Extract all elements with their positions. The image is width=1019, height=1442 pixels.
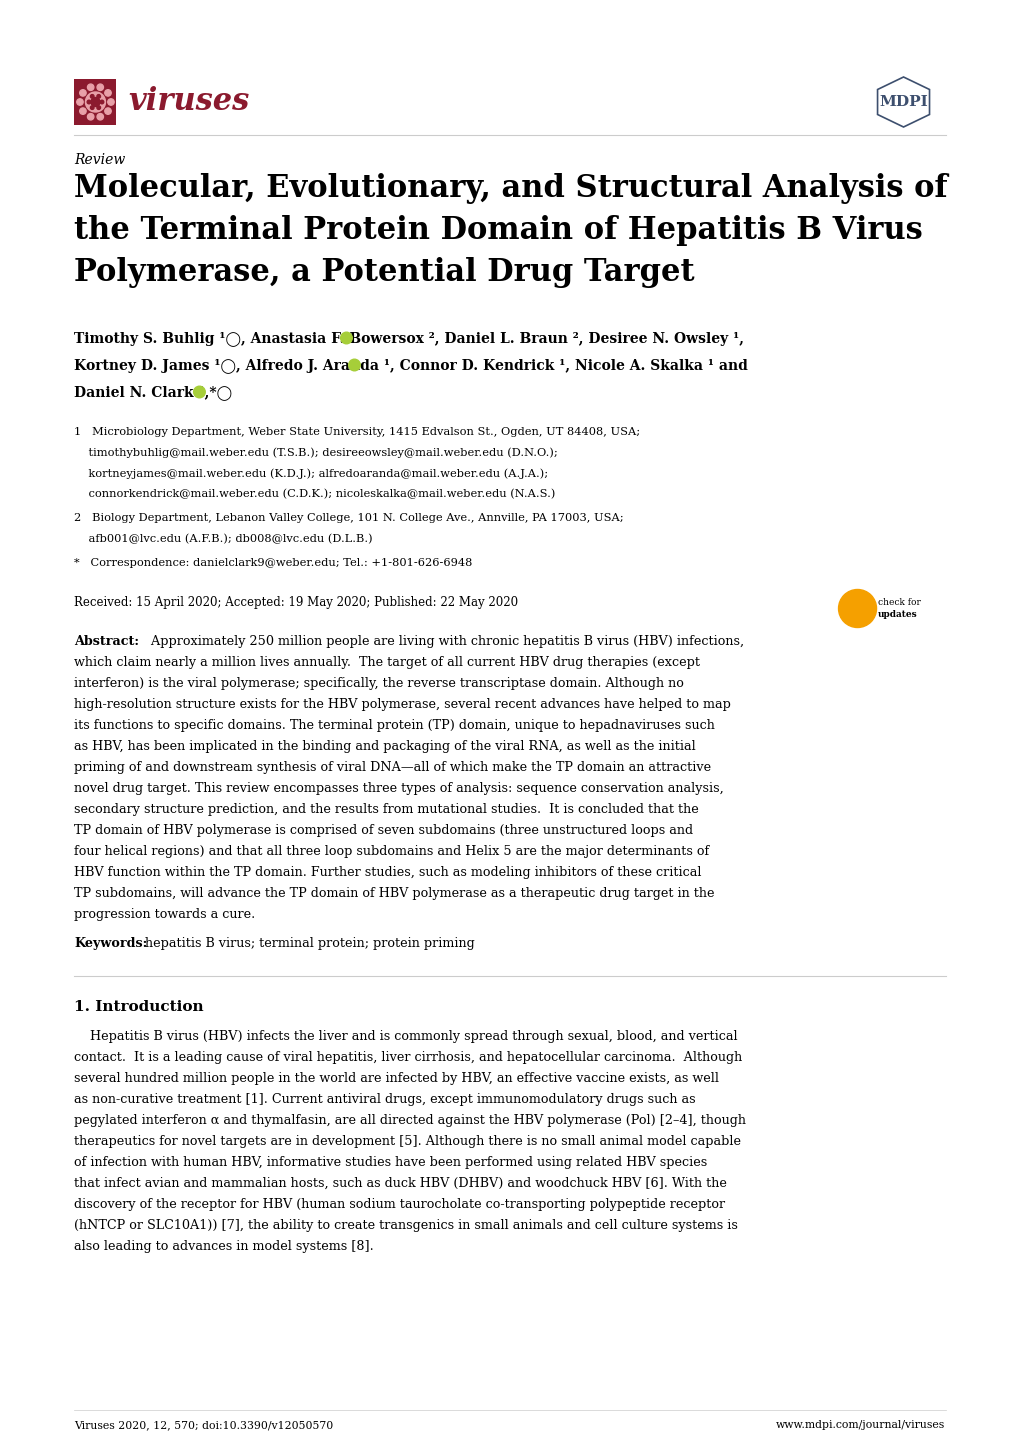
Text: interferon) is the viral polymerase; specifically, the reverse transcriptase dom: interferon) is the viral polymerase; spe… <box>74 676 684 691</box>
Text: afb001@lvc.edu (A.F.B.); db008@lvc.edu (D.L.B.): afb001@lvc.edu (A.F.B.); db008@lvc.edu (… <box>74 534 373 544</box>
Text: its functions to specific domains. The terminal protein (TP) domain, unique to h: its functions to specific domains. The t… <box>74 720 714 733</box>
Circle shape <box>87 99 91 104</box>
Circle shape <box>105 108 111 114</box>
Text: of infection with human HBV, informative studies have been performed using relat: of infection with human HBV, informative… <box>74 1156 707 1169</box>
Text: check for: check for <box>876 598 919 607</box>
Circle shape <box>105 89 111 97</box>
Text: Hepatitis B virus (HBV) infects the liver and is commonly spread through sexual,: Hepatitis B virus (HBV) infects the live… <box>74 1030 738 1043</box>
Text: *   Correspondence: danielclark9@weber.edu; Tel.: +1-801-626-6948: * Correspondence: danielclark9@weber.edu… <box>74 558 473 568</box>
Text: viruses: viruses <box>128 87 250 117</box>
Circle shape <box>194 386 205 398</box>
Text: high-resolution structure exists for the HBV polymerase, several recent advances: high-resolution structure exists for the… <box>74 698 731 711</box>
Text: discovery of the receptor for HBV (human sodium taurocholate co-transporting pol: discovery of the receptor for HBV (human… <box>74 1198 725 1211</box>
Circle shape <box>88 114 94 120</box>
Circle shape <box>340 332 352 343</box>
Text: progression towards a cure.: progression towards a cure. <box>74 908 256 921</box>
Text: that infect avian and mammalian hosts, such as duck HBV (DHBV) and woodchuck HBV: that infect avian and mammalian hosts, s… <box>74 1177 727 1190</box>
Text: 2   Biology Department, Lebanon Valley College, 101 N. College Ave., Annville, P: 2 Biology Department, Lebanon Valley Col… <box>74 513 624 523</box>
Text: hepatitis B virus; terminal protein; protein priming: hepatitis B virus; terminal protein; pro… <box>142 937 475 950</box>
Text: four helical regions) and that all three loop subdomains and Helix 5 are the maj: four helical regions) and that all three… <box>74 845 709 858</box>
Text: 1   Microbiology Department, Weber State University, 1415 Edvalson St., Ogden, U: 1 Microbiology Department, Weber State U… <box>74 427 640 437</box>
Text: MDPI: MDPI <box>878 95 927 110</box>
Circle shape <box>79 89 86 97</box>
Circle shape <box>76 99 84 105</box>
Circle shape <box>91 95 94 98</box>
Text: pegylated interferon α and thymalfasin, are all directed against the HBV polymer: pegylated interferon α and thymalfasin, … <box>74 1115 746 1128</box>
Circle shape <box>348 359 360 371</box>
Text: secondary structure prediction, and the results from mutational studies.  It is : secondary structure prediction, and the … <box>74 803 699 816</box>
Circle shape <box>91 105 94 110</box>
Text: updates: updates <box>876 610 916 619</box>
Text: iD: iD <box>196 389 203 395</box>
Text: kortneyjames@mail.weber.edu (K.D.J.); alfredoaranda@mail.weber.edu (A.J.A.);: kortneyjames@mail.weber.edu (K.D.J.); al… <box>74 469 548 479</box>
Circle shape <box>100 99 104 104</box>
Circle shape <box>88 84 94 91</box>
Text: Keywords:: Keywords: <box>74 937 148 950</box>
Circle shape <box>97 84 103 91</box>
Text: iD: iD <box>351 362 358 368</box>
Text: HBV function within the TP domain. Further studies, such as modeling inhibitors : HBV function within the TP domain. Furth… <box>74 867 701 880</box>
Text: Molecular, Evolutionary, and Structural Analysis of: Molecular, Evolutionary, and Structural … <box>74 173 947 203</box>
Text: novel drug target. This review encompasses three types of analysis: sequence con: novel drug target. This review encompass… <box>74 782 723 795</box>
Text: Received: 15 April 2020; Accepted: 19 May 2020; Published: 22 May 2020: Received: 15 April 2020; Accepted: 19 Ma… <box>74 597 518 610</box>
Circle shape <box>108 99 114 105</box>
Text: also leading to advances in model systems [8].: also leading to advances in model system… <box>74 1240 374 1253</box>
Text: several hundred million people in the world are infected by HBV, an effective va: several hundred million people in the wo… <box>74 1071 718 1084</box>
Text: the Terminal Protein Domain of Hepatitis B Virus: the Terminal Protein Domain of Hepatitis… <box>74 215 922 247</box>
Circle shape <box>97 105 101 110</box>
Text: therapeutics for novel targets are in development [5]. Although there is no smal: therapeutics for novel targets are in de… <box>74 1135 741 1148</box>
Text: iD: iD <box>342 336 350 340</box>
Circle shape <box>86 92 105 112</box>
Text: 1. Introduction: 1. Introduction <box>74 999 204 1014</box>
Text: Viruses 2020, 12, 570; doi:10.3390/v12050570: Viruses 2020, 12, 570; doi:10.3390/v1205… <box>74 1420 333 1430</box>
Text: contact.  It is a leading cause of viral hepatitis, liver cirrhosis, and hepatoc: contact. It is a leading cause of viral … <box>74 1051 742 1064</box>
Text: priming of and downstream synthesis of viral DNA—all of which make the TP domain: priming of and downstream synthesis of v… <box>74 761 711 774</box>
Circle shape <box>838 590 875 627</box>
Circle shape <box>97 95 101 98</box>
Text: TP subdomains, will advance the TP domain of HBV polymerase as a therapeutic dru: TP subdomains, will advance the TP domai… <box>74 887 714 900</box>
Text: www.mdpi.com/journal/viruses: www.mdpi.com/journal/viruses <box>775 1420 945 1430</box>
Text: as HBV, has been implicated in the binding and packaging of the viral RNA, as we: as HBV, has been implicated in the bindi… <box>74 740 696 753</box>
Text: Abstract:: Abstract: <box>74 634 140 647</box>
Text: Daniel N. Clark ¹,*◯: Daniel N. Clark ¹,*◯ <box>74 385 232 399</box>
Text: Review: Review <box>74 153 125 167</box>
Text: (hNTCP or SLC10A1)) [7], the ability to create transgenics in small animals and : (hNTCP or SLC10A1)) [7], the ability to … <box>74 1218 738 1231</box>
Circle shape <box>97 114 103 120</box>
Text: as non-curative treatment [1]. Current antiviral drugs, except immunomodulatory : as non-curative treatment [1]. Current a… <box>74 1093 695 1106</box>
Text: Kortney D. James ¹◯, Alfredo J. Aranda ¹, Connor D. Kendrick ¹, Nicole A. Skalka: Kortney D. James ¹◯, Alfredo J. Aranda ¹… <box>74 358 748 373</box>
Text: connorkendrick@mail.weber.edu (C.D.K.); nicoleskalka@mail.weber.edu (N.A.S.): connorkendrick@mail.weber.edu (C.D.K.); … <box>74 489 555 499</box>
Text: Polymerase, a Potential Drug Target: Polymerase, a Potential Drug Target <box>74 257 694 288</box>
Text: TP domain of HBV polymerase is comprised of seven subdomains (three unstructured: TP domain of HBV polymerase is comprised… <box>74 823 693 836</box>
Text: which claim nearly a million lives annually.  The target of all current HBV drug: which claim nearly a million lives annua… <box>74 656 700 669</box>
Bar <box>74 79 116 125</box>
Circle shape <box>79 108 86 114</box>
Circle shape <box>91 98 100 107</box>
Text: Approximately 250 million people are living with chronic hepatitis B virus (HBV): Approximately 250 million people are liv… <box>148 634 744 647</box>
Text: timothybuhlig@mail.weber.edu (T.S.B.); desireeowsley@mail.weber.edu (D.N.O.);: timothybuhlig@mail.weber.edu (T.S.B.); d… <box>74 447 557 459</box>
Text: ✓: ✓ <box>852 600 862 617</box>
Text: Timothy S. Buhlig ¹◯, Anastasia F. Bowersox ², Daniel L. Braun ², Desiree N. Ows: Timothy S. Buhlig ¹◯, Anastasia F. Bower… <box>74 332 744 346</box>
